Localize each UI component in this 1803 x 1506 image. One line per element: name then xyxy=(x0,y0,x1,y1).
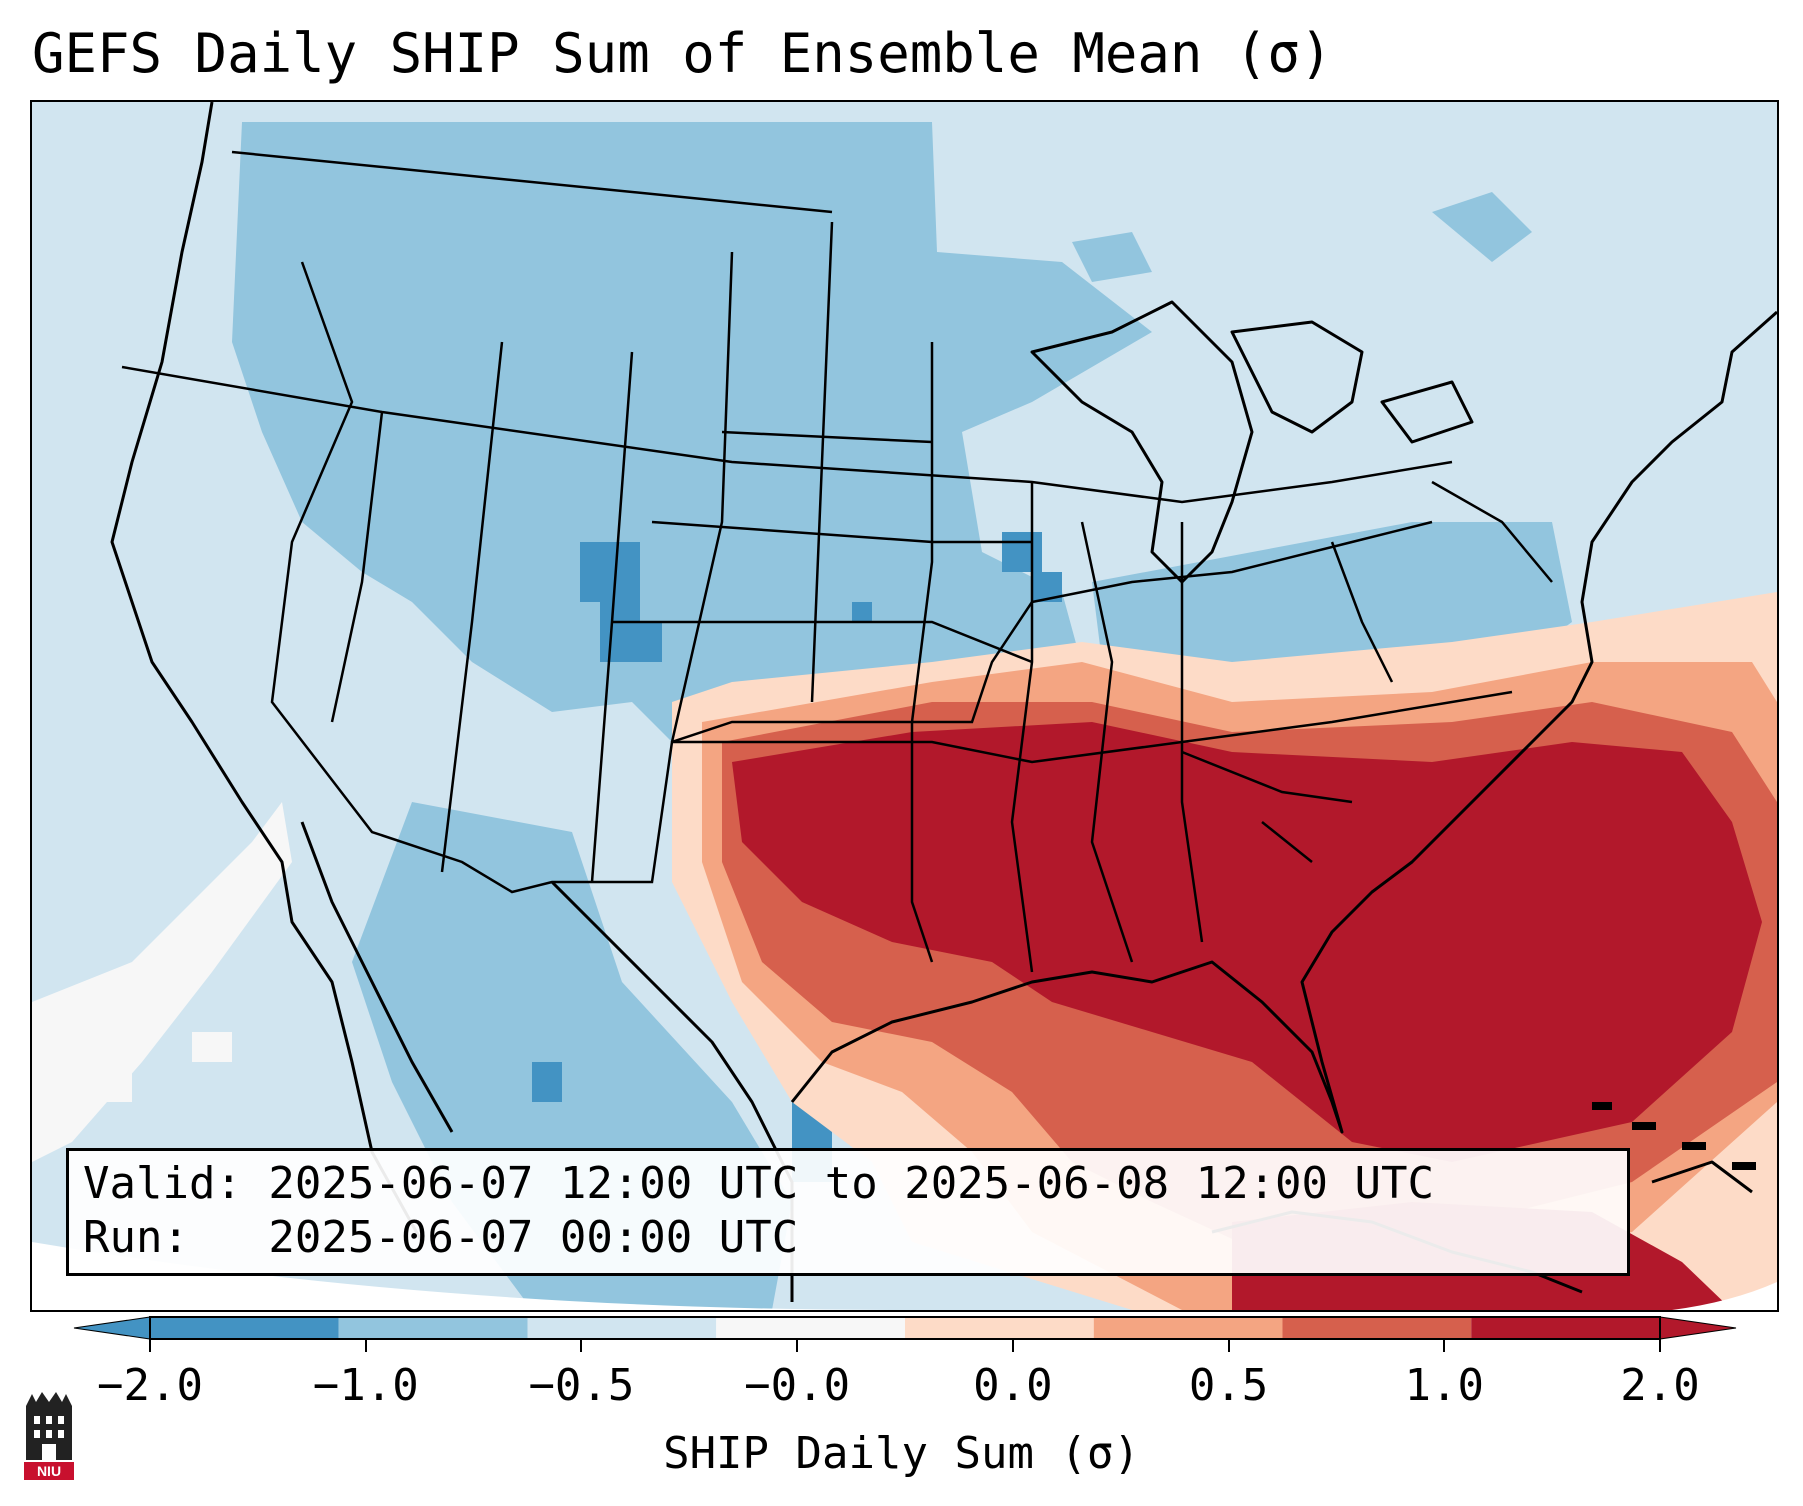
colorbar-tick-mark xyxy=(580,1340,583,1352)
state-borders xyxy=(121,150,1553,973)
colorbar-extend-min xyxy=(73,1316,151,1340)
colorbar-segment xyxy=(1471,1317,1660,1339)
colorbar-tick-mark xyxy=(1011,1340,1014,1352)
valid-time-box: Valid: 2025-06-07 12:00 UTC to 2025-06-0… xyxy=(66,1148,1630,1276)
colorbar-segment xyxy=(527,1317,717,1339)
run-time-text: Run: 2025-06-07 00:00 UTC xyxy=(83,1212,799,1263)
colorbar-tick-label: 0.5 xyxy=(1188,1360,1269,1411)
colorbar-segment xyxy=(150,1317,339,1339)
valid-time-text: Valid: 2025-06-07 12:00 UTC to 2025-06-0… xyxy=(83,1158,1435,1209)
colorbar-tick-mark xyxy=(364,1340,367,1352)
near-zero-anomaly xyxy=(32,802,292,1162)
niu-logo: NIU xyxy=(24,1392,74,1480)
colorbar-tick-mark xyxy=(1443,1340,1446,1352)
colorbar-tick-mark xyxy=(796,1340,799,1352)
colorbar-tick-label: 0.0 xyxy=(973,1360,1053,1411)
logo-text: NIU xyxy=(37,1463,61,1479)
colorbar-tick-label: −2.0 xyxy=(97,1360,203,1411)
colorbar xyxy=(73,1316,1737,1340)
colorbar-tick-mark xyxy=(1227,1340,1230,1352)
colorbar-tick-label: −0.0 xyxy=(744,1360,851,1411)
map-canvas xyxy=(32,102,1777,1310)
colorbar-extend-max xyxy=(1659,1316,1737,1340)
colorbar-segment xyxy=(716,1317,905,1339)
islands xyxy=(1592,1102,1756,1170)
projection-edge-right xyxy=(1672,1282,1777,1310)
colorbar-tick-label: 2.0 xyxy=(1620,1360,1700,1411)
colorbar-tick-mark xyxy=(1659,1340,1661,1352)
colorbar-tick-label: −0.5 xyxy=(528,1360,635,1411)
colorbar-segment xyxy=(1282,1317,1472,1339)
colorbar-tick-label: −1.0 xyxy=(312,1360,419,1411)
chart-title: GEFS Daily SHIP Sum of Ensemble Mean (σ) xyxy=(32,22,1333,85)
colorbar-segment xyxy=(1093,1317,1283,1339)
colorbar-segment xyxy=(338,1317,528,1339)
colorbar-segment xyxy=(905,1317,1094,1339)
colorbar-tick-mark xyxy=(149,1340,151,1352)
projection-edge-left xyxy=(32,1242,904,1310)
map-panel xyxy=(30,100,1779,1312)
colorbar-tick-label: 1.0 xyxy=(1404,1360,1485,1411)
colorbar-label: SHIP Daily Sum (σ) xyxy=(663,1428,1140,1479)
